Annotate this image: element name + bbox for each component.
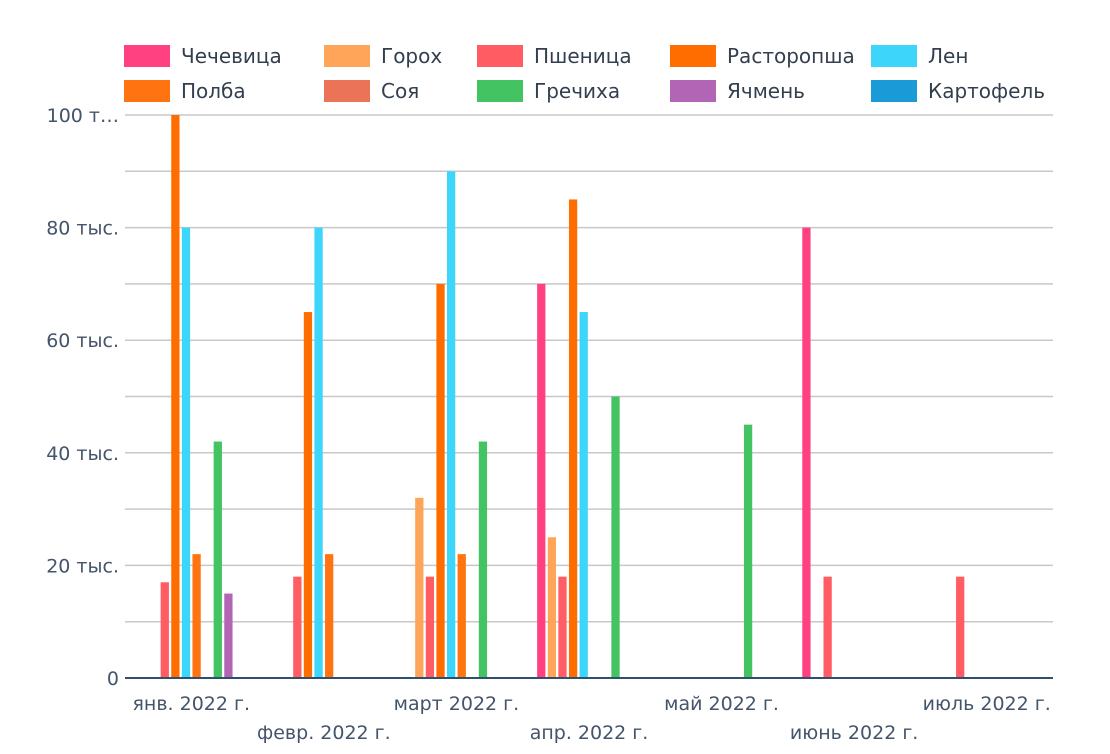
legend-label: Ячмень [727, 79, 805, 103]
bar-5-2 [314, 227, 323, 678]
legend-swatch [477, 80, 523, 102]
bar-6-1 [192, 554, 201, 678]
bar-9-1 [224, 593, 233, 678]
bar-2-4 [547, 537, 557, 678]
x-tick-label: февр. 2022 г. [257, 722, 391, 744]
y-tick-label: 0 [107, 668, 119, 690]
legend-label: Полба [181, 79, 246, 103]
x-tick-label: март 2022 г. [394, 693, 520, 715]
legend-item[interactable]: Ячмень [670, 79, 805, 103]
bar-8-4 [611, 396, 620, 678]
bar-8-1 [213, 441, 222, 678]
legend-swatch [670, 80, 716, 102]
bar-6-3 [457, 554, 466, 678]
bar-3-7 [956, 576, 965, 678]
legend-item[interactable]: Лен [871, 44, 968, 68]
bar-1-6 [802, 227, 811, 678]
legend-item[interactable]: Пшеница [477, 44, 632, 68]
x-tick-label: июнь 2022 г. [790, 722, 918, 744]
legend-swatch [124, 80, 170, 102]
bar-4-3 [436, 283, 445, 678]
bar-3-4 [558, 576, 567, 678]
legend-label: Чечевица [181, 44, 282, 68]
bar-4-1 [171, 115, 180, 678]
legend-swatch [324, 45, 370, 67]
y-axis: 0 20 тыс. 40 тыс. 60 тыс. 80 тыс. 100 т… [46, 105, 119, 690]
bar-3-2 [293, 576, 302, 678]
legend: Чечевица Горох Пшеница Расторопша Лен Полба Со… [124, 44, 1045, 103]
bar-5-4 [579, 312, 588, 678]
bar-4-4 [568, 199, 578, 678]
legend-item[interactable]: Соя [324, 79, 419, 103]
y-tick-label: 100 т… [47, 105, 119, 127]
legend-label: Пшеница [534, 44, 632, 68]
bars [160, 115, 965, 679]
legend-swatch [124, 45, 170, 67]
bar-5-1 [181, 227, 191, 678]
bar-5-3 [446, 171, 456, 679]
x-tick-label: апр. 2022 г. [530, 722, 649, 744]
x-axis: янв. 2022 г. февр. 2022 г.март 2022 г. апр… [125, 677, 1053, 744]
legend-item[interactable]: Чечевица [124, 44, 282, 68]
legend-label: Расторопша [727, 44, 855, 68]
gridlines [125, 114, 1053, 623]
bar-2-3 [415, 497, 424, 678]
legend-swatch [871, 80, 917, 102]
bar-3-6 [823, 576, 832, 678]
legend-swatch [871, 45, 917, 67]
bar-6-2 [325, 554, 334, 678]
legend-item[interactable]: Гречиха [477, 79, 620, 103]
x-tick-label: июль 2022 г. [923, 693, 1051, 715]
x-tick-label: янв. 2022 г. [133, 693, 251, 715]
legend-label: Картофель [928, 79, 1045, 103]
bar-4-2 [303, 312, 313, 678]
bar-3-3 [425, 576, 435, 678]
legend-item[interactable]: Горох [324, 44, 442, 68]
y-tick-label: 80 тыс. [46, 218, 119, 240]
legend-swatch [324, 80, 370, 102]
legend-swatch [670, 45, 716, 67]
legend-label: Горох [381, 44, 442, 68]
legend-label: Гречиха [534, 79, 620, 103]
y-tick-label: 20 тыс. [46, 555, 119, 577]
bar-8-3 [478, 441, 488, 678]
bar-3-1 [160, 582, 169, 678]
legend-swatch [477, 45, 523, 67]
x-tick-label: май 2022 г. [664, 693, 779, 715]
legend-label: Лен [928, 44, 968, 68]
y-tick-label: 40 тыс. [46, 443, 119, 465]
y-tick-label: 60 тыс. [46, 330, 119, 352]
legend-item[interactable]: Расторопша [670, 44, 855, 68]
legend-item[interactable]: Картофель [871, 79, 1045, 103]
bar-8-5 [743, 424, 753, 678]
legend-item[interactable]: Полба [124, 79, 246, 103]
bar-1-4 [537, 283, 546, 678]
legend-label: Соя [381, 79, 419, 103]
